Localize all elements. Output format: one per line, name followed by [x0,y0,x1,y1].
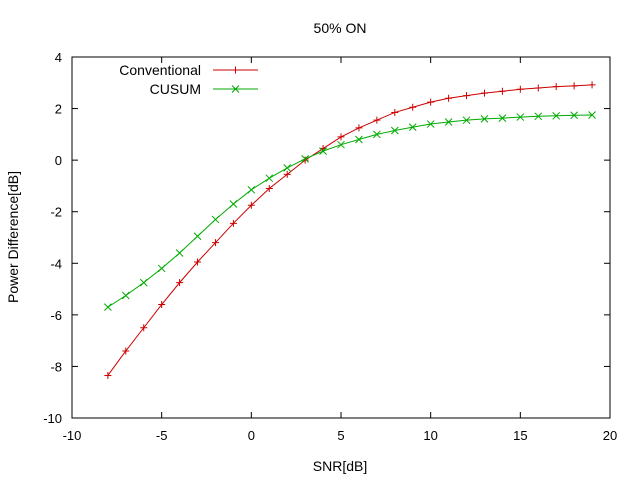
plot-frame [71,56,611,419]
data-point-conventional [391,108,399,116]
data-point-conventional [194,258,202,266]
data-point-cusum [104,303,112,311]
data-point-conventional [588,81,596,89]
data-point-conventional [229,219,237,227]
data-point-cusum [193,232,202,241]
data-point-conventional [283,170,291,178]
x-tick-label: -10 [63,428,82,443]
data-point-conventional [570,82,578,90]
x-tick-label: 10 [423,428,437,443]
legend: Conventional CUSUM [119,62,258,97]
data-point-cusum [139,278,148,287]
y-tick-label: -2 [50,205,62,220]
series-conventional [104,81,596,379]
legend-marker-cusum [231,85,240,93]
y-tick-label: 4 [55,50,62,65]
data-point-cusum [319,147,327,155]
data-point-cusum [283,164,292,172]
y-axis-title: Power Difference[dB] [5,171,21,303]
legend-label-conventional: Conventional [119,62,201,78]
y-tick-label: -6 [50,308,62,323]
data-point-cusum [498,114,507,122]
x-tick-label: 15 [513,428,527,443]
data-point-conventional [247,201,255,209]
data-point-conventional [373,116,381,124]
legend-label-cusum: CUSUM [150,81,201,97]
data-point-cusum [301,155,309,163]
x-tick-label: 20 [603,428,617,443]
chart-title: 50% ON [314,20,367,36]
x-tick-label: 5 [337,428,344,443]
series-line-cusum [107,114,593,308]
data-point-conventional [355,124,363,132]
data-point-cusum [355,135,363,144]
y-tick-label: -4 [50,256,62,271]
data-point-cusum [570,111,578,120]
data-point-conventional [552,83,560,91]
y-tick-label: -8 [50,359,62,374]
data-point-conventional [140,324,148,332]
data-point-conventional [104,371,112,379]
data-point-conventional [265,185,273,193]
data-point-conventional [409,103,417,111]
x-tick-label: -5 [156,428,168,443]
data-point-conventional [337,133,345,141]
data-point-cusum [408,123,417,131]
data-point-cusum [229,200,238,208]
x-tick-label: 0 [248,428,255,443]
data-point-conventional [498,87,506,95]
data-point-cusum [462,116,471,125]
data-point-conventional [176,279,184,287]
data-point-cusum [480,115,489,123]
data-point-conventional [211,239,219,247]
data-point-cusum [157,264,166,273]
series-line-conventional [107,84,593,376]
data-point-cusum [516,113,525,121]
data-point-cusum [426,120,435,128]
data-point-conventional [445,94,453,102]
data-point-conventional [122,347,130,355]
data-point-conventional [534,84,542,92]
data-point-conventional [480,89,488,97]
data-point-cusum [444,118,453,126]
data-point-cusum [534,112,543,121]
data-point-cusum [373,130,381,139]
data-point-cusum [265,174,274,183]
data-point-cusum [175,249,184,257]
data-point-conventional [516,85,524,93]
data-point-conventional [463,92,471,100]
x-axis-title: SNR[dB] [313,458,367,474]
data-point-conventional [158,301,166,309]
y-tick-label: 0 [55,153,62,168]
legend-marker-conventional [232,66,239,74]
data-point-cusum [552,111,561,120]
y-tick-label: -10 [43,411,62,426]
series-layer [104,81,596,379]
data-point-cusum [121,291,130,300]
axis-ticks: -10 -5 0 5 10 15 20 -10 -8 -6 -4 -2 0 2 4 [43,50,617,443]
data-point-cusum [588,111,596,119]
data-point-cusum [337,140,345,149]
series-cusum [104,111,596,311]
data-point-cusum [247,185,256,194]
data-point-cusum [390,126,399,135]
data-point-cusum [211,215,220,224]
y-tick-label: 2 [55,102,62,117]
data-point-conventional [427,98,435,106]
